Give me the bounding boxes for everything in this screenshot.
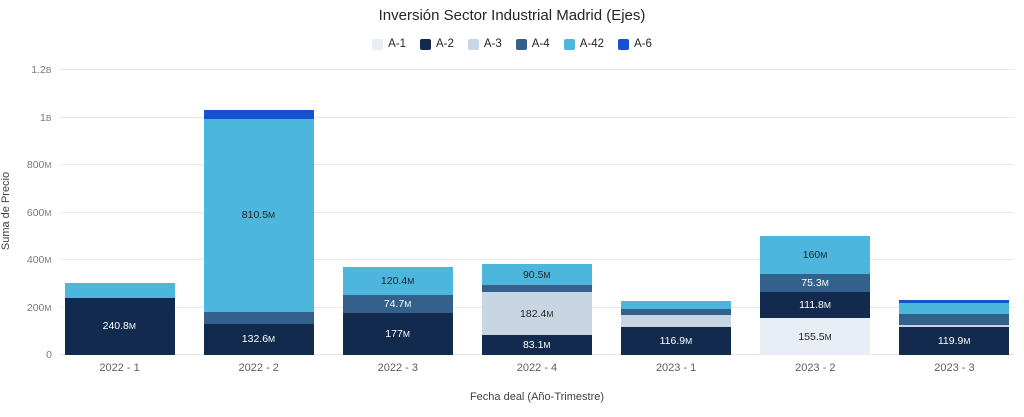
legend-swatch [467,38,479,50]
bar-segment-a-3[interactable] [621,315,732,328]
legend-item-a-42[interactable]: A-42 [563,38,604,50]
bar-segment-a-2[interactable]: 111.8M [760,291,871,319]
bar-segment-a-4[interactable] [203,311,314,324]
x-axis-tick-label: 2023 - 2 [795,362,836,374]
legend-item-label: A-4 [531,38,550,50]
bar-2022-4: 83.1M 182.4M 90.5M [481,263,592,355]
y-axis-tick-label: 1.2B [31,64,52,76]
gridline [60,116,1014,118]
bar-column: 116.9M [607,70,746,355]
bar-2023-3: 119.9M [899,299,1010,355]
x-axis-title: Fecha deal (Año-Trimestre) [469,391,605,403]
y-axis-tick-label: 1B [39,111,52,124]
legend-item-label: A-2 [435,38,454,50]
legend-item-a-4[interactable]: A-4 [515,38,550,50]
bar-segment-label: 111.8M [799,298,832,311]
bar-segment-a-42[interactable]: 810.5M [203,119,314,312]
bar-segment-a-4[interactable] [621,309,732,316]
legend-item-a-3[interactable]: A-3 [467,38,502,50]
bar-segment-a-2[interactable]: 240.8M [64,297,175,355]
bar-column: 240.8M [50,70,189,355]
bar-segment-label: 74.7M [383,298,412,311]
gridline [60,164,1014,165]
bar-2022-3: 177M 74.7M 120.4M [342,266,453,355]
bar-segment-a-4[interactable]: 75.3M [760,273,871,292]
bar-segment-label: 116.9M [659,335,693,348]
legend-item-a-1[interactable]: A-1 [372,38,406,50]
legend-item-label: A-3 [483,38,502,50]
legend-swatch [419,38,431,50]
gridline [60,259,1014,260]
bar-segment-label: 90.5M [522,268,551,281]
bar-segment-a-42[interactable]: 90.5M [481,263,592,286]
bar-column: 177M 74.7M 120.4M [328,70,467,355]
bar-segment-a-42[interactable]: 120.4M [342,266,453,296]
bar-2023-1: 116.9M [621,301,732,355]
bar-segment-a-2[interactable]: 119.9M [899,326,1010,355]
bar-2023-2: 155.5M 111.8M 75.3M 160M [760,235,871,355]
y-axis-tick-label: 800M [26,159,52,171]
legend-item-label: A-6 [634,38,652,50]
bar-segment-label: 182.4M [520,307,554,320]
legend-item-a-6[interactable]: A-6 [618,38,652,50]
legend-item-label: A-1 [388,38,406,50]
bar-column: 132.6M 810.5M [189,70,328,355]
bar-segment-label: 83.1M [522,339,551,352]
y-axis-tick-label: 600M [26,206,52,219]
bar-segment-a-6[interactable] [899,299,1010,303]
bar-segment-a-6[interactable] [203,109,314,120]
x-axis-tick-label: 2023 - 1 [655,362,697,374]
bar-segment-a-2[interactable]: 83.1M [481,335,592,355]
bar-segment-label: 810.5M [241,209,276,222]
legend-swatch [372,38,384,50]
bar-column: 83.1M 182.4M 90.5M [467,70,606,355]
bar-segment-a-1[interactable]: 155.5M [760,318,871,355]
bar-segment-label: 75.3M [801,276,830,289]
bar-segment-a-4[interactable] [899,314,1010,326]
bar-segment-label: 177M [385,327,411,340]
chart-title: Inversión Sector Industrial Madrid (Ejes… [378,7,646,24]
legend-swatch [563,38,575,50]
bar-segment-label: 120.4M [380,274,415,287]
bar-segment-a-4[interactable] [481,285,592,292]
gridline [60,69,1014,70]
y-axis-tick-label: 200M [26,301,52,314]
x-axis-tick-label: 2022 - 1 [99,362,140,374]
bar-segment-a-2[interactable]: 116.9M [621,327,732,355]
bar-column: 119.9M [885,70,1024,355]
bar-segment-a-42[interactable] [621,301,732,310]
bar-segment-label: 132.6M [241,333,276,346]
bar-segment-a-3[interactable]: 182.4M [481,291,592,336]
gridline [60,211,1014,213]
bar-segment-label: 119.9M [937,334,971,347]
y-axis-tick-label: 400M [26,254,52,266]
bar-segment-a-42[interactable] [64,283,175,298]
bar-segment-label: 240.8M [102,320,137,333]
bar-segment-a-42[interactable] [899,302,1010,315]
x-axis-tick-label: 2022 - 4 [516,362,558,374]
legend: A-1 A-2 A-3 A-4 A-42 A-6 [0,38,1024,50]
bar-segment-a-4[interactable]: 74.7M [342,295,453,313]
x-axis-tick-label: 2022 - 3 [377,362,419,374]
bar-segment-label: 155.5M [798,330,833,343]
y-axis-tick-label: 0 [46,349,52,361]
bar-2022-2: 132.6M 810.5M [203,109,314,355]
bar-segment-a-2[interactable]: 132.6M [203,323,314,355]
bar-segment-a-3[interactable] [899,325,1010,327]
legend-swatch [515,38,527,50]
bar-2022-1: 240.8M [64,283,175,355]
x-axis-tick-labels: 2022 - 1 2022 - 2 2022 - 3 2022 - 4 2023 - 1… [50,362,1024,374]
legend-item-a-2[interactable]: A-2 [419,38,454,50]
x-axis-tick-label: 2023 - 3 [934,362,975,374]
legend-swatch [618,38,629,50]
legend-item-label: A-42 [579,38,604,50]
bars-layer: 240.8M 132.6M 810.5M 177M 74.7M 120.4M 83.1M 18… [50,70,1024,355]
bar-segment-label: 160M [802,248,828,261]
x-axis-tick-label: 2022 - 2 [238,362,279,374]
bar-segment-a-2[interactable]: 177M [342,312,453,355]
bar-column: 155.5M 111.8M 75.3M 160M [746,70,885,355]
bar-segment-a-42[interactable]: 160M [760,235,871,274]
